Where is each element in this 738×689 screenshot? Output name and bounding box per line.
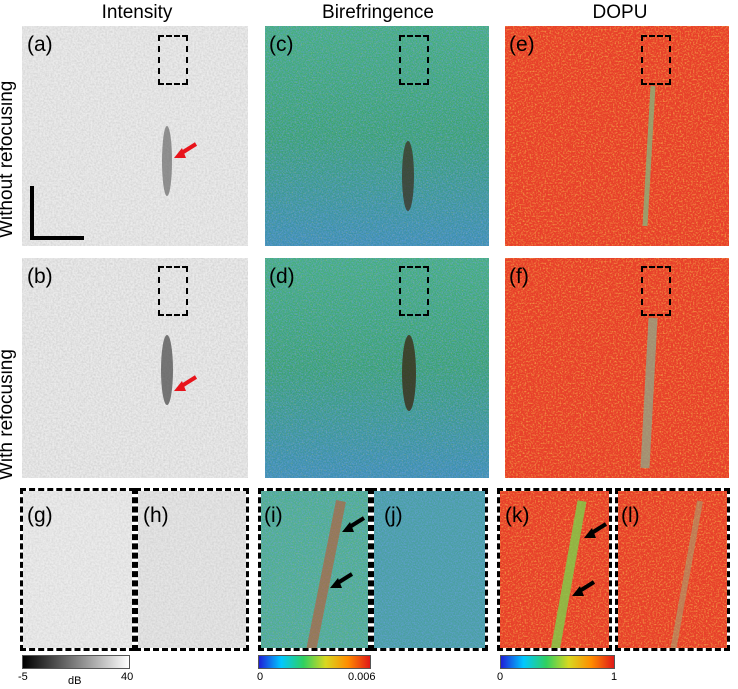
inset-j-birefringence — [371, 488, 488, 651]
panel-label-d: (d) — [269, 265, 295, 288]
colorbar-birefringence-max: 0.006 — [348, 671, 376, 683]
panel-label-b: (b) — [27, 265, 53, 288]
arrow-red-icon-a — [174, 142, 198, 158]
panel-c-birefringence — [265, 26, 489, 246]
inset-l-dopu — [615, 488, 730, 651]
arrow-black-icon-k-upper — [584, 522, 608, 538]
roi-box-f — [641, 266, 671, 316]
colorbar-intensity-max: 40 — [121, 671, 134, 683]
arrow-red-icon-b — [174, 375, 198, 391]
colorbar-intensity-min: -5 — [18, 671, 28, 683]
panel-label-f: (f) — [509, 265, 529, 288]
roi-box-e — [641, 35, 671, 85]
panel-label-g: (g) — [27, 504, 53, 527]
inset-k-dopu — [497, 488, 612, 651]
colorbar-intensity — [22, 655, 130, 669]
colorbar-intensity-unit: dB — [68, 675, 82, 687]
column-title-dopu: DOPU — [592, 2, 648, 23]
inset-h-intensity — [135, 488, 249, 651]
column-title-birefringence: Birefringence — [322, 2, 434, 23]
colorbar-dopu-min: 0 — [497, 671, 504, 683]
roi-box-b — [158, 266, 188, 316]
arrow-black-icon-i-upper — [342, 516, 366, 532]
roi-box-a — [158, 35, 188, 85]
panel-label-c: (c) — [269, 33, 294, 56]
roi-box-d — [399, 266, 429, 316]
arrow-black-icon-i-lower — [330, 572, 354, 588]
scale-bar — [30, 186, 84, 240]
colorbar-birefringence-min: 0 — [257, 671, 264, 683]
panel-label-k: (k) — [505, 504, 530, 527]
colorbar-birefringence — [258, 655, 371, 669]
panel-a-intensity — [22, 26, 248, 246]
panel-label-e: (e) — [509, 33, 535, 56]
panel-e-dopu — [505, 26, 729, 246]
panel-b-intensity — [22, 258, 248, 478]
panel-d-birefringence — [265, 258, 489, 478]
roi-box-c — [399, 35, 429, 85]
panel-label-a: (a) — [27, 33, 53, 56]
row-label-without-refocusing: Without refocusing — [0, 80, 17, 238]
colorbar-dopu-max: 1 — [611, 671, 618, 683]
panel-label-l: (l) — [621, 504, 640, 527]
panel-label-h: (h) — [143, 504, 169, 527]
panel-label-i: (i) — [264, 504, 283, 527]
panel-f-dopu — [505, 258, 729, 478]
colorbar-dopu — [500, 655, 615, 669]
arrow-black-icon-k-lower — [572, 580, 596, 596]
inset-i-birefringence — [258, 488, 371, 651]
column-title-intensity: Intensity — [101, 2, 173, 23]
row-label-with-refocusing: With refocusing — [0, 349, 17, 480]
panel-label-j: (j) — [384, 504, 403, 527]
inset-g-intensity — [20, 488, 135, 651]
